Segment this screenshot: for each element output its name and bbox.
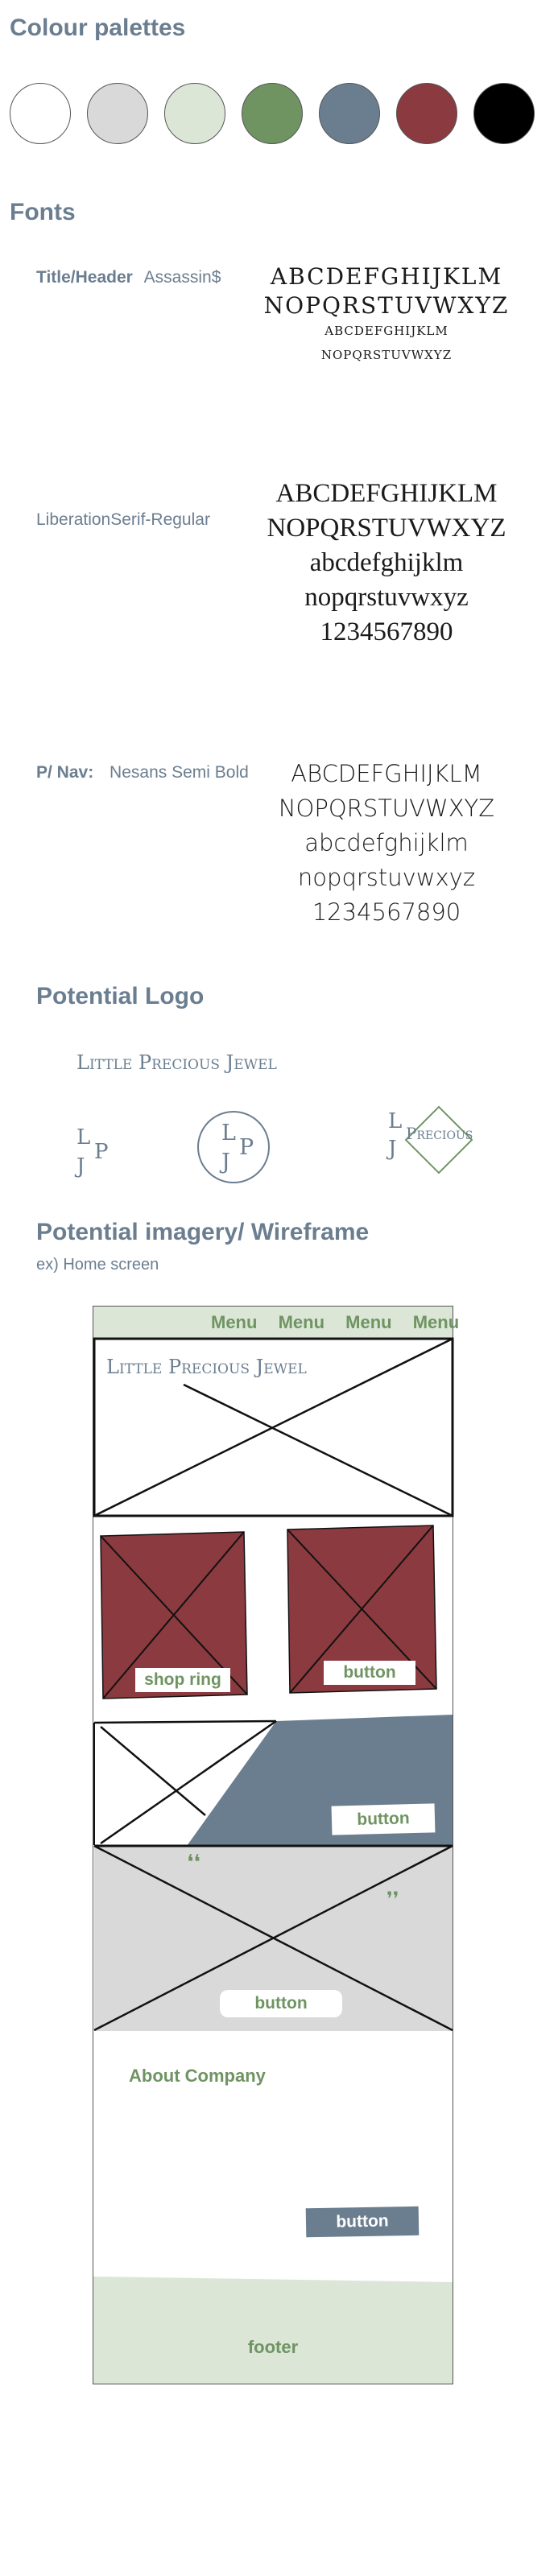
swatch-burgundy <box>396 83 457 144</box>
title-font-label-row: Title/Header Assassin$ <box>36 268 221 287</box>
nav-font-label-row: P/ Nav: Nesans Semi Bold <box>36 763 249 782</box>
potential-logo-heading: Potential Logo <box>36 983 205 1009</box>
quote-close-icon: ❜❜ <box>386 1889 399 1910</box>
body-font-line: 1234567890 <box>320 617 453 646</box>
swatch-green <box>242 83 303 144</box>
body-font-line: abcdefghijklm <box>309 548 464 577</box>
body-font-line: NOPQRSTUVWXYZ <box>267 514 506 543</box>
product-button[interactable]: button <box>324 1661 415 1685</box>
monogram-p: P <box>94 1140 109 1164</box>
monogram-p: P <box>239 1135 254 1160</box>
title-font-name: Assassin$ <box>143 268 221 287</box>
wireframe-subtitle: ex) Home screen <box>36 1256 159 1274</box>
body-font-line: ABCDEFGHIJKLM <box>275 479 498 508</box>
nav-menu-item[interactable]: Menu <box>278 1312 325 1332</box>
nav-font-line: ABCDEFGHIJKLM <box>291 760 482 787</box>
title-font-line: ABCDEFGHIJKLM <box>270 263 503 290</box>
hero-wordmark: Little Precious Jewel <box>106 1356 307 1378</box>
nav-menu-item[interactable]: Menu <box>345 1312 392 1332</box>
nav-font-name: Nesans Semi Bold <box>110 763 249 782</box>
nav-menu-item[interactable]: Menu <box>211 1312 258 1332</box>
swatch-sage <box>164 83 225 144</box>
monogram-logo-diamond: L J Precious <box>385 1103 498 1191</box>
logo-wordmark: Little Precious Jewel <box>76 1051 277 1074</box>
nav-font-line: 1234567890 <box>312 898 461 926</box>
about-company-heading: About Company <box>129 2066 266 2086</box>
title-font-label: Title/Header <box>36 268 133 287</box>
nav-font-label: P/ Nav: <box>36 763 94 782</box>
about-button[interactable]: button <box>305 2206 420 2238</box>
swatch-white <box>10 83 71 144</box>
feature-button[interactable]: button <box>331 1803 436 1835</box>
testimonial-button[interactable]: button <box>220 1990 342 2017</box>
monogram-l: L <box>221 1121 236 1146</box>
wireframe-heading: Potential imagery/ Wireframe <box>36 1219 370 1245</box>
hero-image-placeholder <box>93 1337 454 1517</box>
body-font-line: nopqrstuvwxyz <box>304 583 469 612</box>
nav-menu-item[interactable]: Menu <box>412 1312 460 1332</box>
nav-font-line: NOPQRSTUVWXYZ <box>278 795 495 822</box>
footer-label: footer <box>247 2337 299 2357</box>
title-font-line: NOPQRSTUVWXYZ <box>320 348 453 362</box>
wireframe-nav-bar <box>93 1307 453 1339</box>
monogram-j: J <box>76 1154 85 1179</box>
monogram-l: L <box>388 1109 403 1133</box>
nav-font-line: nopqrstuvwxyz <box>297 864 476 891</box>
fonts-heading: Fonts <box>10 199 76 225</box>
quote-open-icon: ❛❛ <box>187 1850 200 1874</box>
monogram-l: L <box>76 1125 91 1150</box>
title-font-line: NOPQRSTUVWXYZ <box>263 292 510 319</box>
body-font-label: LiberationSerif-Regular <box>36 510 210 529</box>
monogram-logo-plain: L J P <box>76 1125 125 1190</box>
monogram-j: J <box>221 1150 230 1174</box>
swatch-light-grey <box>87 83 148 144</box>
body-font-sample: ABCDEFGHIJKLM NOPQRSTUVWXYZ abcdefghijkl… <box>250 477 523 650</box>
swatch-slate-blue <box>319 83 380 144</box>
wireframe-nav-menu: Menu Menu Menu Menu <box>211 1312 459 1333</box>
swatch-black <box>473 83 535 144</box>
title-font-sample: ABCDEFGHIJKLM NOPQRSTUVWXYZ ABCDEFGHIJKL… <box>258 262 515 369</box>
monogram-j: J <box>388 1137 397 1161</box>
shop-ring-button[interactable]: shop ring <box>135 1668 230 1692</box>
nav-font-line: abcdefghijklm <box>304 829 469 857</box>
nav-font-sample: ABCDEFGHIJKLM NOPQRSTUVWXYZ abcdefghijkl… <box>250 757 523 930</box>
monogram-logo-circle: L J P <box>197 1111 270 1183</box>
footer-area <box>93 2277 453 2384</box>
diamond-word: Precious <box>406 1124 473 1143</box>
title-font-line: ABCDEFGHIJKLM <box>324 324 448 338</box>
colour-palettes-heading: Colour palettes <box>10 14 186 41</box>
